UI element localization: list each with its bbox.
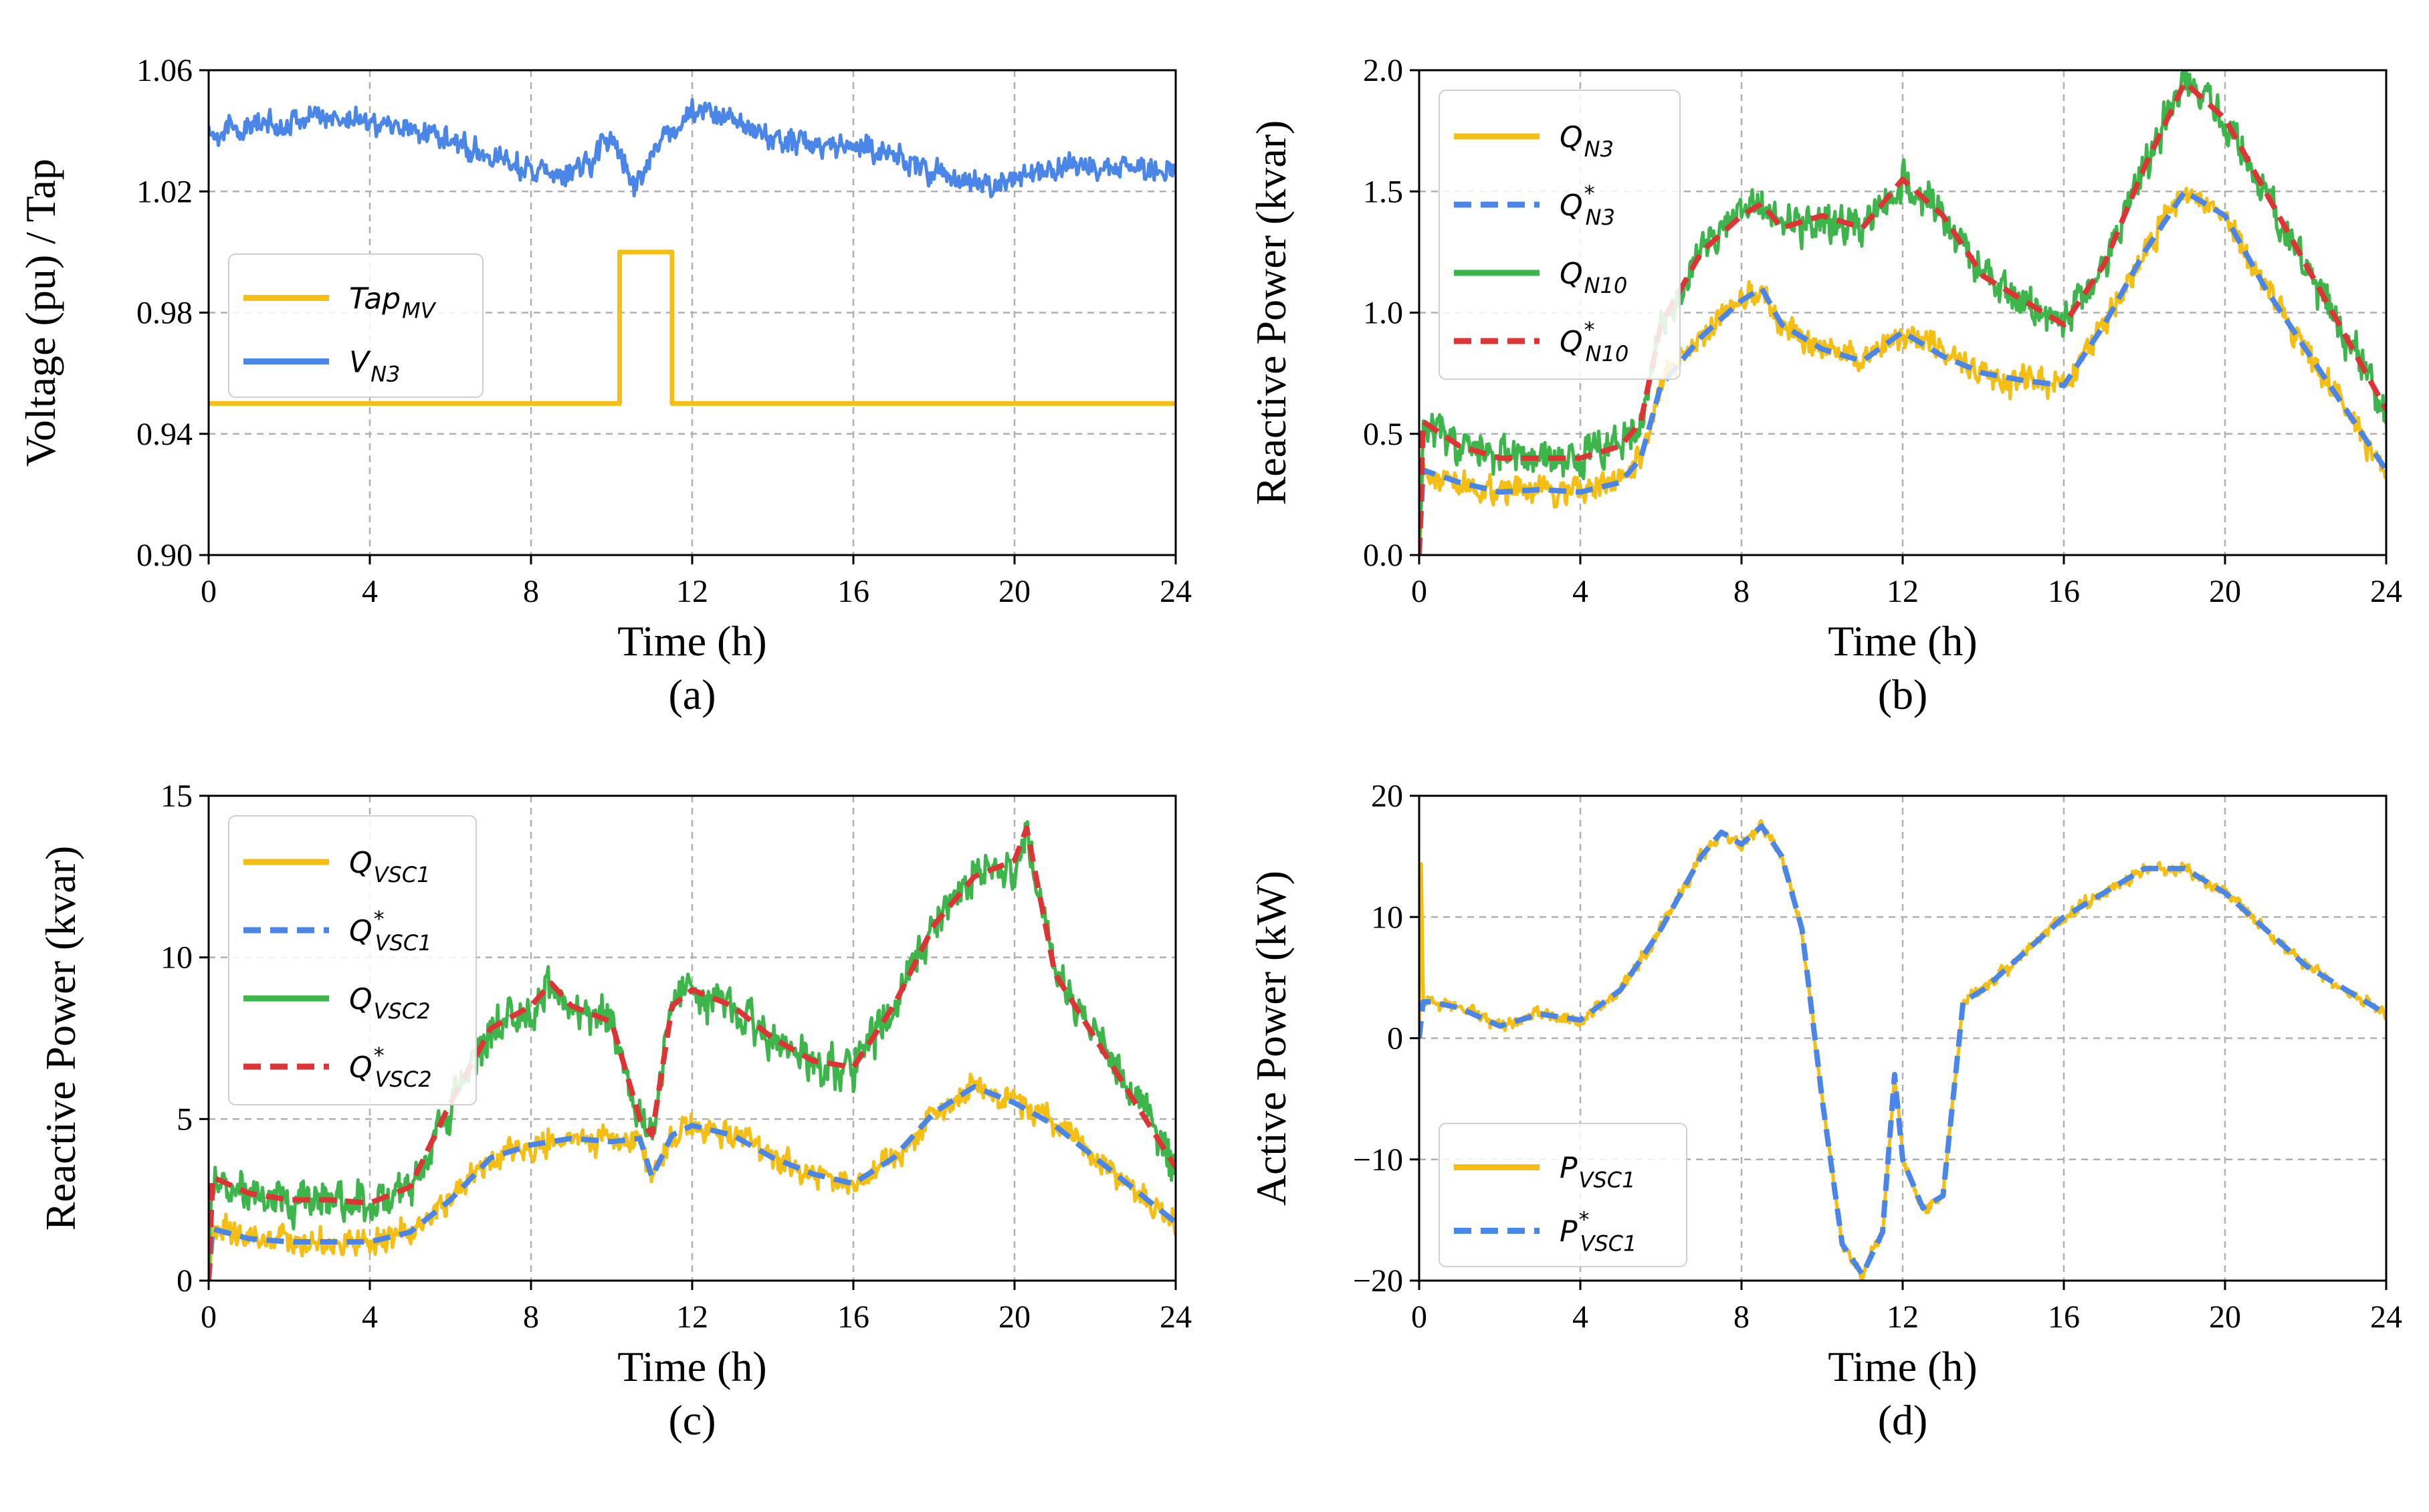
series-line-a-0 [209,249,1176,406]
x-tick-label: 24 [1160,574,1192,609]
x-axis-label: Time (h) [1828,1343,1977,1390]
panel-caption: (d) [1878,1396,1928,1444]
legend-entry-c-3: Q* VSC2 [349,1043,432,1092]
y-tick-label: 1.02 [136,174,193,209]
x-tick-label: 12 [1887,574,1919,609]
x-tick-label: 20 [2209,574,2241,609]
x-tick-label: 16 [2048,1299,2080,1335]
y-axis-label: Voltage (pu) / Tap [17,158,64,467]
y-tick-label: −10 [1353,1142,1403,1178]
series-line-b-1 [1419,189,2386,555]
plot-frame [207,794,1177,1282]
y-tick-label: 20 [1371,778,1403,814]
x-tick-label: 0 [201,1299,217,1335]
legend-box [1439,90,1681,380]
x-tick-label: 20 [998,574,1031,609]
plot-frame [1418,69,2388,556]
legend-entry-b-3: Q* N10 [1560,317,1628,366]
legend-entry-d-1: P* VSC1 [1560,1207,1636,1257]
chart-panel-d: 0 4 8 12 16 20 24 −20 −10 0 10 20 Time (h) (d) Active … [1247,778,2402,1444]
panel-caption: (b) [1878,671,1928,718]
x-tick-label: 0 [1411,1299,1427,1335]
y-tick-label: 15 [161,778,193,814]
x-axis-label: Time (h) [617,617,766,665]
y-tick-label: 2.0 [1363,53,1403,88]
x-tick-label: 12 [1887,1299,1919,1335]
x-tick-label: 0 [1411,574,1427,609]
y-tick-label: 0.0 [1363,538,1403,573]
y-tick-label: −20 [1353,1263,1403,1299]
series-line-c-0 [209,1073,1176,1279]
y-tick-label: 0 [177,1263,193,1299]
x-tick-label: 4 [362,574,378,609]
x-tick-label: 8 [523,1299,539,1335]
series-line-d-1 [1419,823,2386,1277]
legend-entry-b-0: QN3 [1560,120,1614,162]
y-tick-label: 1.06 [136,53,193,88]
series-line-c-1 [209,1084,1176,1281]
y-tick-label: 10 [1371,899,1403,935]
legend-entry-d-0: PVSC1 [1560,1152,1635,1193]
legend: QVSC1 Q* VSC1 QVSC2 Q* VSC2 [228,815,477,1105]
y-tick-label: 10 [161,940,193,976]
legend-entry-b-1: Q* N3 [1560,181,1615,230]
x-tick-label: 20 [2209,1299,2241,1335]
legend-entry-c-2: QVSC2 [349,982,431,1024]
legend-entry-a-0: TapMV [349,282,437,324]
series-line-c-2 [209,820,1176,1281]
panel-caption: (a) [668,671,716,718]
x-tick-label: 4 [362,1299,378,1335]
plot-frame [1418,794,2388,1282]
legend-entry-c-1: Q* VSC1 [349,906,432,956]
y-tick-label: 0.98 [136,296,193,331]
legend: TapMV VN3 [228,253,484,398]
plot-frame [207,69,1177,556]
y-tick-label: 1.5 [1363,174,1403,209]
x-tick-label: 8 [1733,574,1750,609]
x-tick-label: 16 [2048,574,2080,609]
legend-entry-c-0: QVSC1 [349,846,431,887]
series-line-a-1 [209,98,1176,199]
legend: QN3 Q* N3 QN10 Q* N10 [1439,90,1681,380]
x-tick-label: 16 [837,574,869,609]
x-tick-label: 24 [1160,1299,1192,1335]
x-tick-label: 8 [1733,1299,1750,1335]
legend-box [1439,1123,1687,1267]
x-tick-label: 0 [201,574,217,609]
chart-panel-b: 0 4 8 12 16 20 24 0.0 0.5 1.0 1.5 2.0 Time (h) (b) Rea… [1247,53,2402,718]
y-tick-label: 0.5 [1363,417,1403,452]
x-tick-label: 4 [1572,1299,1588,1335]
legend-entry-b-2: QN10 [1560,257,1627,298]
x-axis-label: Time (h) [617,1343,766,1390]
chart-panel-a: 0 4 8 12 16 20 24 0.90 0.94 0.98 1.02 1.06 Time (h) (… [17,53,1192,718]
legend-box [228,815,477,1105]
series-line-c-3 [209,825,1176,1281]
x-tick-label: 12 [676,574,708,609]
panel-caption: (c) [668,1396,716,1444]
y-tick-label: 0.94 [136,417,193,452]
x-tick-label: 20 [998,1299,1031,1335]
chart-panel-c: 0 4 8 12 16 20 24 0 5 10 15 Time (h) (c) Reactive Pow… [37,778,1192,1444]
y-axis-label: Reactive Power (kvar) [1247,120,1295,506]
y-tick-label: 1.0 [1363,296,1403,331]
y-axis-label: Reactive Power (kvar) [37,846,84,1231]
y-tick-label: 5 [177,1101,193,1137]
y-tick-label: 0 [1387,1021,1403,1057]
x-tick-label: 8 [523,574,539,609]
x-tick-label: 12 [676,1299,708,1335]
series-line-b-2 [1419,70,2386,555]
x-tick-label: 16 [837,1299,869,1335]
x-tick-label: 24 [2370,574,2402,609]
x-tick-label: 24 [2370,1299,2402,1335]
series-line-b-3 [1419,80,2386,555]
x-axis-label: Time (h) [1828,617,1977,665]
legend: PVSC1 P* VSC1 [1439,1123,1687,1267]
x-tick-label: 4 [1572,574,1588,609]
y-tick-label: 0.90 [136,538,193,573]
y-axis-label: Active Power (kW) [1247,871,1295,1206]
legend-entry-a-1: VN3 [349,346,400,387]
